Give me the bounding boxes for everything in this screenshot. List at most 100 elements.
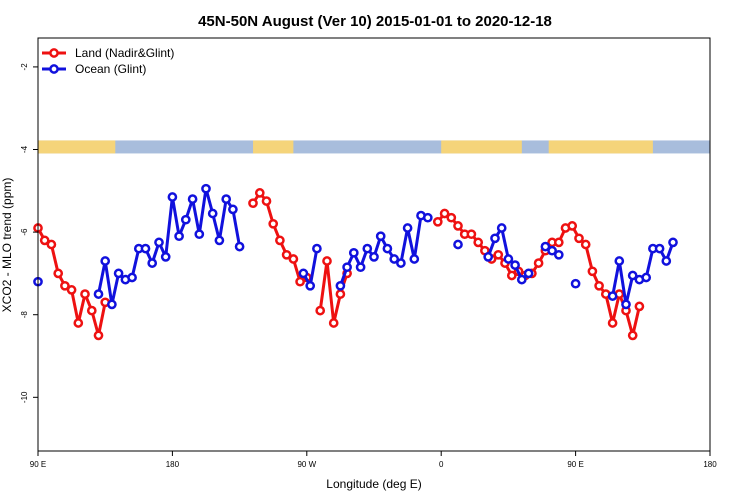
- land-data-point: [439, 208, 450, 219]
- ocean-data-point: [127, 272, 137, 283]
- plot-frame: [37, 37, 711, 452]
- ocean-data-point: [342, 262, 352, 273]
- land-data-point: [73, 318, 84, 328]
- ocean-data-point: [607, 291, 618, 301]
- ocean-data-point: [100, 256, 111, 266]
- land-data-point: [607, 318, 618, 328]
- chart-title: 45N-50N August (Ver 10) 2015-01-01 to 20…: [198, 13, 552, 30]
- ocean-data-point: [140, 243, 151, 254]
- ocean-data-point: [160, 252, 171, 262]
- ocean-data-point: [540, 241, 551, 252]
- legend-marker: [49, 48, 59, 58]
- ocean-data-point: [402, 223, 413, 233]
- ocean-data-point: [201, 183, 211, 194]
- land-data-point: [594, 280, 604, 291]
- y-tick-label: -2: [20, 63, 29, 71]
- ocean-data-point: [547, 245, 557, 256]
- ocean-data-point: [490, 233, 500, 244]
- ocean-data-point: [348, 247, 359, 258]
- series-layer: [33, 183, 678, 341]
- ocean-data-point: [312, 243, 322, 254]
- ocean-data-point: [641, 272, 652, 283]
- ocean-data-point: [355, 262, 366, 273]
- land-data-point: [466, 229, 477, 240]
- land-data-point: [315, 305, 326, 316]
- land-band: [253, 140, 294, 154]
- land-data-point: [261, 196, 272, 206]
- land-band: [548, 140, 653, 154]
- ocean-data-point: [194, 229, 205, 240]
- ocean-data-point: [523, 268, 534, 279]
- x-tick-label: 90 W: [297, 460, 316, 469]
- land-data-point: [46, 239, 57, 250]
- land-data-point: [493, 249, 504, 260]
- land-data-point: [335, 289, 346, 299]
- land-data-point: [86, 305, 97, 316]
- ocean-data-point: [614, 256, 625, 266]
- land-data-point: [533, 258, 544, 268]
- ocean-data-point: [396, 258, 406, 268]
- ocean-band: [38, 140, 710, 154]
- land-data-point: [553, 237, 564, 248]
- ocean-data-point: [228, 204, 238, 215]
- land-data-point: [322, 256, 332, 266]
- ocean-data-point: [154, 237, 164, 248]
- land-band: [441, 140, 522, 154]
- y-tick-label: -6: [20, 228, 29, 236]
- y-tick-label: -8: [20, 311, 29, 319]
- ocean-data-point: [93, 289, 104, 299]
- ocean-data-point: [362, 243, 373, 254]
- ocean-data-point: [496, 223, 507, 233]
- ocean-data-point: [553, 249, 564, 260]
- land-data-point: [506, 270, 517, 281]
- land-data-point: [80, 289, 90, 299]
- land-data-point: [634, 301, 645, 312]
- ocean-data-point: [221, 194, 232, 204]
- ocean-data-point: [389, 254, 400, 264]
- ocean-data-point: [516, 274, 527, 285]
- land-data-point: [587, 266, 598, 277]
- ocean-data-point: [335, 280, 346, 291]
- ocean-data-point: [207, 208, 218, 219]
- legend-item: Ocean (Glint): [42, 62, 146, 76]
- land-data-point: [281, 249, 292, 260]
- y-tick-label: -4: [20, 145, 29, 153]
- land-data-point: [567, 221, 578, 231]
- x-axis-label: Longitude (deg E): [326, 477, 421, 491]
- y-axis-label: XCO2 - MLO trend (ppm): [0, 178, 14, 313]
- land-data-point: [295, 276, 305, 287]
- series-ocean: [33, 183, 678, 310]
- x-axis: 90 E 180 90 W 0 90 E 180: [30, 451, 717, 469]
- land-ocean-mask: [38, 140, 710, 154]
- ocean-data-point: [234, 241, 245, 252]
- land-data-point: [60, 280, 70, 291]
- ocean-data-point: [174, 231, 184, 242]
- x-tick-label: 180: [166, 460, 180, 469]
- ocean-data-point: [214, 235, 225, 246]
- legend-marker: [49, 64, 59, 74]
- land-data-point: [275, 235, 285, 246]
- legend-item: Land (Nadir&Glint): [42, 46, 174, 60]
- land-data-point: [453, 221, 463, 231]
- land-data-point: [627, 330, 638, 341]
- land-data-point: [248, 198, 258, 209]
- ocean-data-point: [661, 256, 672, 266]
- land-data-point: [473, 237, 484, 248]
- x-tick-label: 90 E: [30, 460, 46, 469]
- series-land: [33, 188, 645, 341]
- ocean-data-point: [305, 280, 316, 291]
- land-data-point: [328, 318, 339, 328]
- land-band: [38, 140, 116, 154]
- land-data-point: [93, 330, 104, 341]
- x-tick-label: 0: [439, 460, 444, 469]
- ocean-data-point: [409, 254, 420, 264]
- land-data-point: [574, 233, 584, 244]
- land-data-point: [288, 254, 299, 264]
- x-tick-label: 180: [703, 460, 717, 469]
- ocean-data-point: [621, 299, 631, 310]
- land-data-point: [66, 285, 77, 295]
- ocean-data-point: [375, 231, 386, 242]
- ocean-data-point: [167, 192, 178, 202]
- land-data-point: [446, 212, 457, 223]
